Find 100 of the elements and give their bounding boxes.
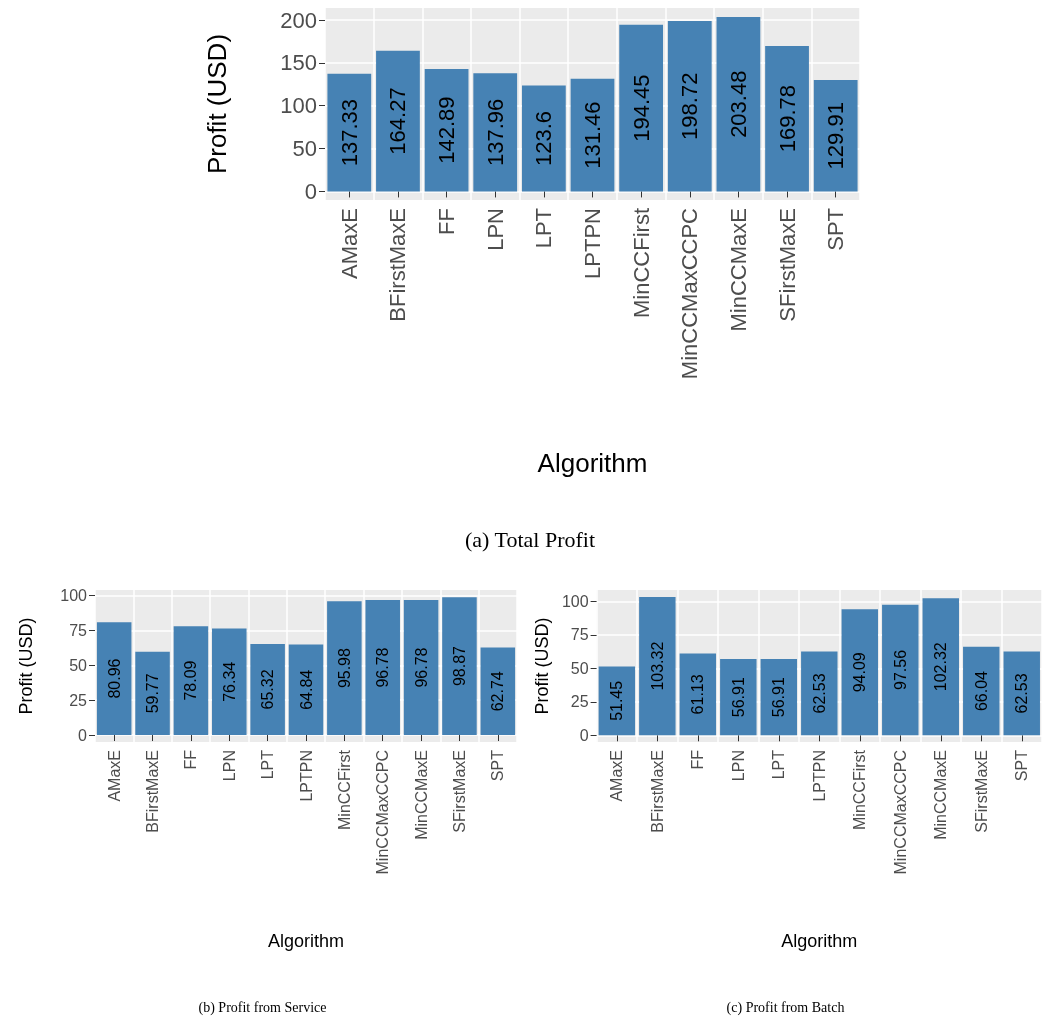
y-tick-label: 50 xyxy=(292,136,317,162)
text: (c) Profit from Batch xyxy=(726,999,845,1016)
bar xyxy=(598,666,636,736)
x-tick-label: MinCCFirst xyxy=(851,749,869,830)
bar xyxy=(963,646,1000,736)
x-tick-label: LPN xyxy=(482,208,508,251)
x-tick-label: LPTPN xyxy=(297,750,315,802)
bar xyxy=(813,80,858,192)
bar xyxy=(473,73,518,192)
x-tick-label: SPT xyxy=(489,749,507,782)
x-axis-title: Algorithm xyxy=(537,448,648,478)
y-tick-label: 100 xyxy=(561,592,589,610)
data-label: 198.72 xyxy=(677,72,703,140)
bar xyxy=(521,85,566,192)
data-label: 169.78 xyxy=(774,85,800,153)
y-tick-label: 50 xyxy=(69,656,88,674)
y-tick-label: 75 xyxy=(69,621,88,639)
x-tick-label: MinCCFirst xyxy=(628,208,654,318)
data-label: 56.91 xyxy=(729,677,747,718)
bar xyxy=(679,653,717,736)
data-label: 203.48 xyxy=(725,70,751,138)
bar xyxy=(720,659,757,736)
data-label: 98.87 xyxy=(450,645,468,687)
data-label: 62.53 xyxy=(810,673,828,714)
data-label: 65.32 xyxy=(259,669,277,710)
y-tick-label: 150 xyxy=(280,50,317,76)
x-tick-label: SFirstMaxE xyxy=(774,208,800,322)
bar xyxy=(327,601,362,736)
x-tick-label: MinCCFirst xyxy=(335,749,353,830)
data-label: 137.96 xyxy=(482,98,508,166)
bar xyxy=(716,17,761,192)
y-tick-label: 0 xyxy=(78,726,88,744)
x-tick-label: FF xyxy=(689,749,707,770)
x-tick-label: BFirstMaxE xyxy=(385,208,411,322)
x-tick-label: MinCCMaxE xyxy=(725,208,751,332)
bar xyxy=(96,622,132,736)
data-label: 61.13 xyxy=(689,674,707,715)
data-label: 123.6 xyxy=(531,110,557,166)
data-label: 131.46 xyxy=(580,101,605,169)
data-label: 62.53 xyxy=(1013,673,1031,714)
text: (a) Total Profit xyxy=(464,526,596,552)
bar xyxy=(250,643,285,736)
x-tick-label: BFirstMaxE xyxy=(144,750,162,833)
data-label: 194.45 xyxy=(628,74,654,142)
x-tick-label: SFirstMaxE xyxy=(450,750,468,833)
data-label: 62.74 xyxy=(489,671,507,712)
x-tick-label: FF xyxy=(182,749,200,770)
y-tick-label: 50 xyxy=(570,659,589,677)
data-label: 164.27 xyxy=(385,87,411,155)
x-tick-label: LPN xyxy=(220,750,238,782)
y-tick-label: 25 xyxy=(69,691,88,709)
bar xyxy=(135,651,170,736)
y-tick-label: 100 xyxy=(280,93,317,119)
data-label: 80.96 xyxy=(105,658,123,699)
bar xyxy=(619,24,664,192)
y-tick-label: 200 xyxy=(280,7,317,33)
x-tick-label: LPTPN xyxy=(810,750,828,802)
bar xyxy=(480,647,516,736)
x-tick-label: AMaxE xyxy=(336,208,362,279)
data-label: 59.77 xyxy=(144,673,162,714)
x-tick-label: MinCCMaxCCPC xyxy=(677,207,703,380)
x-tick-label: AMaxE xyxy=(105,750,123,802)
x-tick-label: LPTPN xyxy=(580,208,605,279)
x-tick-label: MinCCMaxCCPC xyxy=(374,750,392,875)
y-axis-title: Profit (USD) xyxy=(16,617,36,715)
y-axis-title: Profit (USD) xyxy=(532,617,552,715)
x-tick-label: AMaxE xyxy=(608,750,626,802)
x-tick-label: LPN xyxy=(729,750,747,782)
data-label: 64.84 xyxy=(297,669,315,710)
bar xyxy=(922,598,959,736)
x-tick-label: SPT xyxy=(1013,749,1031,782)
x-tick-label: MinCCMaxCCPC xyxy=(891,750,909,875)
data-label: 129.91 xyxy=(823,102,849,170)
text: (b) Profit from Service xyxy=(198,999,327,1016)
bar xyxy=(801,651,838,736)
x-tick-label: LPT xyxy=(531,208,557,249)
x-tick-label: MinCCMaxE xyxy=(932,750,950,840)
x-axis-title: Algorithm xyxy=(267,931,345,951)
bar xyxy=(841,609,879,736)
bar xyxy=(882,604,919,736)
bar xyxy=(667,21,712,192)
data-label: 97.56 xyxy=(891,649,909,690)
data-label: 56.91 xyxy=(770,677,788,718)
data-label: 94.09 xyxy=(851,652,869,693)
bar xyxy=(327,73,372,192)
data-label: 137.33 xyxy=(336,98,362,167)
data-label: 76.34 xyxy=(220,661,238,702)
y-tick-label: 100 xyxy=(60,587,88,605)
bar xyxy=(639,596,676,736)
bar xyxy=(765,45,809,192)
x-tick-label: BFirstMaxE xyxy=(648,750,666,833)
data-label: 51.45 xyxy=(608,680,626,721)
x-tick-label: LPT xyxy=(770,749,788,780)
data-label: 96.78 xyxy=(412,647,430,688)
bar xyxy=(212,628,247,736)
y-tick-label: 75 xyxy=(570,626,589,644)
bar xyxy=(403,600,439,736)
x-tick-label: MinCCMaxE xyxy=(412,750,430,840)
data-label: 103.32 xyxy=(648,641,666,691)
y-axis-title: Profit (USD) xyxy=(202,33,232,175)
